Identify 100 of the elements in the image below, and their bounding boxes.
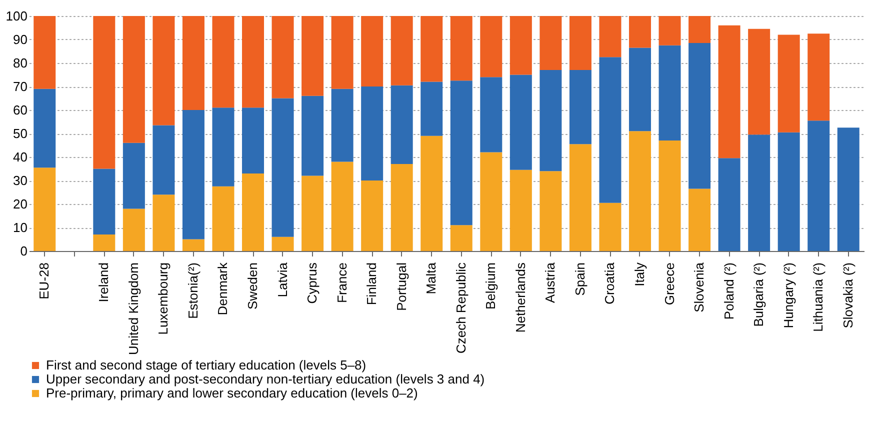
bar xyxy=(242,108,264,174)
bar xyxy=(658,45,681,141)
bar xyxy=(34,168,56,251)
bar xyxy=(361,86,384,180)
x-tick-label: Poland (²) xyxy=(721,262,736,320)
bar xyxy=(628,48,651,132)
x-tick-label: Italy xyxy=(632,262,647,286)
bar xyxy=(122,208,145,251)
bar xyxy=(778,132,800,251)
legend-label: Upper secondary and post-secondary non-tertiary education (levels 3 and 4) xyxy=(46,372,485,386)
x-tick-label: Spain xyxy=(572,262,588,296)
x-tick-label: Denmark xyxy=(215,262,230,316)
x-tick-label: Ireland xyxy=(96,262,112,302)
bar xyxy=(331,16,354,89)
x-tick-label: Luxembourg xyxy=(156,262,171,335)
bar xyxy=(628,131,651,251)
bar xyxy=(302,16,324,96)
bar xyxy=(540,171,562,251)
legend-label: First and second stage of tertiary education (levels 5–8) xyxy=(46,358,366,372)
x-tick-label: Finland xyxy=(364,262,380,306)
bar xyxy=(658,16,681,46)
bar xyxy=(808,34,830,121)
x-tick-label: Bulgaria (²) xyxy=(751,262,766,327)
x-tick-label: Hungary (²) xyxy=(780,262,796,328)
bar xyxy=(510,74,532,170)
bar xyxy=(688,188,711,251)
y-tick-label: 40 xyxy=(13,150,28,164)
legend-label: Pre-primary, primary and lower secondary education (levels 0–2) xyxy=(46,386,418,400)
bar xyxy=(152,194,175,251)
bar xyxy=(569,70,592,144)
bar xyxy=(122,16,145,143)
bar xyxy=(599,16,622,58)
bar xyxy=(748,134,770,251)
bar xyxy=(93,16,116,169)
x-tick-label: Latvia xyxy=(274,262,290,298)
bar xyxy=(450,16,472,81)
x-tick-label: Greece xyxy=(662,262,677,306)
x-tick-label: Estonia(²) xyxy=(185,262,200,319)
bar xyxy=(152,125,175,195)
y-tick-label: 10 xyxy=(13,220,28,235)
bar xyxy=(540,16,562,70)
x-tick-label: Slovenia xyxy=(692,262,707,312)
bar xyxy=(628,16,651,48)
bar xyxy=(272,16,294,98)
x-tick-label: Netherlands xyxy=(512,262,528,333)
bar xyxy=(272,236,294,251)
x-tick-label: Cyprus xyxy=(304,262,320,304)
bar xyxy=(34,88,56,168)
bar xyxy=(480,77,502,152)
y-tick-label: 70 xyxy=(13,79,28,94)
x-tick-label: Belgium xyxy=(483,262,498,310)
bar xyxy=(510,16,532,75)
y-tick-label: 50 xyxy=(13,126,28,141)
bar xyxy=(718,158,740,251)
bar xyxy=(808,120,830,251)
x-tick-label: Slovakia (²) xyxy=(840,262,856,328)
bar xyxy=(390,16,413,86)
bar xyxy=(450,80,472,226)
bar xyxy=(93,168,116,235)
bar xyxy=(480,152,502,251)
bar xyxy=(718,25,740,158)
bar xyxy=(212,186,234,251)
bar xyxy=(93,234,116,251)
y-tick-label: 80 xyxy=(13,56,28,70)
bar xyxy=(182,110,204,240)
x-tick-label: United Kingdom xyxy=(126,262,141,355)
bar xyxy=(688,16,711,44)
bar xyxy=(212,108,234,186)
bar xyxy=(540,70,562,172)
bar xyxy=(182,16,204,110)
bar xyxy=(480,16,502,78)
bar xyxy=(242,16,264,108)
y-tick-label: 100 xyxy=(6,8,28,24)
y-tick-label: 90 xyxy=(13,32,28,47)
bar xyxy=(361,180,384,251)
y-tick-label: 30 xyxy=(13,173,28,188)
x-tick-label: Croatia xyxy=(602,262,618,304)
bar xyxy=(34,16,56,89)
y-tick-label: 0 xyxy=(20,244,28,258)
x-tick-label: Portugal xyxy=(394,262,409,311)
bar xyxy=(302,176,324,251)
x-tick-label: EU-28 xyxy=(36,262,52,300)
bar xyxy=(420,16,443,82)
bar xyxy=(778,34,800,132)
bar xyxy=(658,140,681,251)
bar xyxy=(569,16,592,70)
bar xyxy=(272,98,294,237)
bar xyxy=(331,162,354,251)
bar xyxy=(420,136,443,251)
bar xyxy=(569,144,592,251)
bar xyxy=(122,142,145,209)
x-tick-label: Czech Republic xyxy=(453,262,468,354)
bar xyxy=(331,88,354,162)
y-tick-label: 20 xyxy=(13,196,28,212)
bar xyxy=(599,57,622,203)
bar xyxy=(212,16,234,108)
x-tick-label: Austria xyxy=(542,262,558,303)
bar xyxy=(599,202,622,251)
x-tick-label: Sweden xyxy=(245,262,260,310)
bar xyxy=(242,173,264,251)
